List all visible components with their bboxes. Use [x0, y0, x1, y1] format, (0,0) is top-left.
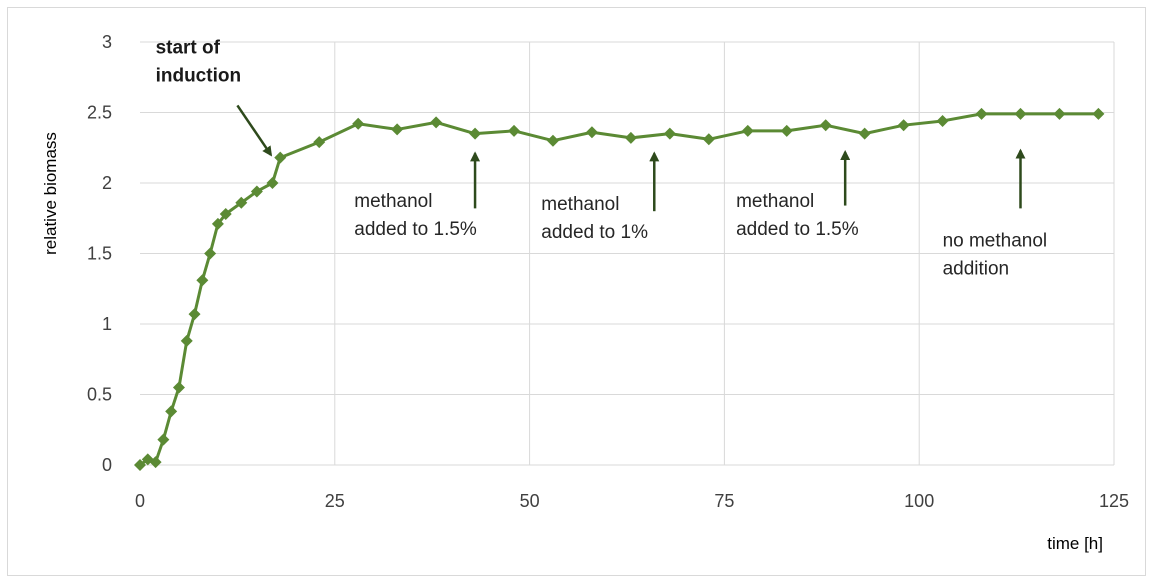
axes: 0 0.5 1 1.5 2 2.5 3 0 25 50 75 100 125: [87, 32, 1129, 511]
data-point-marker: [936, 114, 949, 127]
data-point-marker: [250, 185, 263, 198]
annotation-label: added to 1.5%: [354, 219, 477, 240]
annotation-label: added to 1.5%: [736, 219, 859, 240]
y-tick-label: 0.5: [87, 385, 112, 405]
data-point-marker: [585, 126, 598, 139]
data-point-marker: [211, 217, 224, 230]
annotation-label: start of: [156, 37, 221, 58]
data-point-marker: [149, 456, 162, 469]
data-point-marker: [858, 127, 871, 140]
x-tick-label: 100: [904, 491, 934, 511]
data-point-marker: [975, 107, 988, 120]
data-point-marker: [1053, 107, 1066, 120]
data-point-marker: [508, 124, 521, 137]
gridlines: [140, 41, 1115, 465]
data-point-marker: [430, 116, 443, 129]
data-point-marker: [196, 274, 209, 287]
data-point-marker: [546, 134, 559, 147]
data-point-marker: [897, 119, 910, 132]
data-point-marker: [219, 208, 232, 221]
chart-frame: [7, 7, 1146, 576]
annotation-arrow: [236, 104, 273, 157]
data-point-marker: [1014, 107, 1027, 120]
data-point-marker: [165, 405, 178, 418]
x-tick-label: 25: [325, 491, 345, 511]
annotation-label: methanol: [354, 191, 432, 212]
annotation-label: no methanol: [943, 230, 1048, 251]
annotation-label: methanol: [541, 194, 619, 215]
annotation-label: induction: [156, 65, 241, 86]
data-point-marker: [313, 136, 326, 149]
y-tick-label: 2: [102, 173, 112, 193]
data-point-marker: [780, 124, 793, 137]
data-point-marker: [663, 127, 676, 140]
data-point-marker: [352, 117, 365, 130]
data-point-marker: [702, 133, 715, 146]
data-point-marker: [188, 308, 201, 321]
data-point-marker: [134, 459, 146, 471]
x-tick-label: 50: [520, 491, 540, 511]
annotation-label: methanol: [736, 191, 814, 212]
data-point-marker: [172, 381, 185, 394]
annotations: start of induction methanol added to 1.5% me…: [156, 37, 1048, 279]
x-tick-label: 75: [714, 491, 734, 511]
y-tick-label: 1.5: [87, 244, 112, 264]
data-point-marker: [624, 131, 637, 144]
data-point-marker: [235, 196, 248, 209]
y-tick-label: 2.5: [87, 103, 112, 123]
y-axis-title: relative biomass: [41, 132, 60, 255]
data-point-marker: [157, 433, 170, 446]
data-series: [134, 107, 1105, 471]
data-point-marker: [741, 124, 754, 137]
y-tick-label: 1: [102, 314, 112, 334]
x-axis-title: time [h]: [1047, 534, 1103, 553]
data-point-marker: [469, 127, 482, 140]
x-tick-label: 125: [1099, 491, 1129, 511]
data-point-marker: [819, 119, 832, 132]
data-point-marker: [1092, 107, 1105, 120]
x-tick-label: 0: [135, 491, 145, 511]
data-point-marker: [180, 334, 193, 347]
y-tick-label: 3: [102, 32, 112, 52]
data-point-marker: [274, 151, 287, 164]
y-tick-label: 0: [102, 455, 112, 475]
annotation-label: added to 1%: [541, 222, 648, 243]
data-point-marker: [391, 123, 404, 136]
annotation-label: addition: [943, 258, 1010, 279]
data-point-marker: [204, 247, 217, 260]
data-point-marker: [266, 177, 279, 189]
series-line: [139, 112, 1099, 467]
